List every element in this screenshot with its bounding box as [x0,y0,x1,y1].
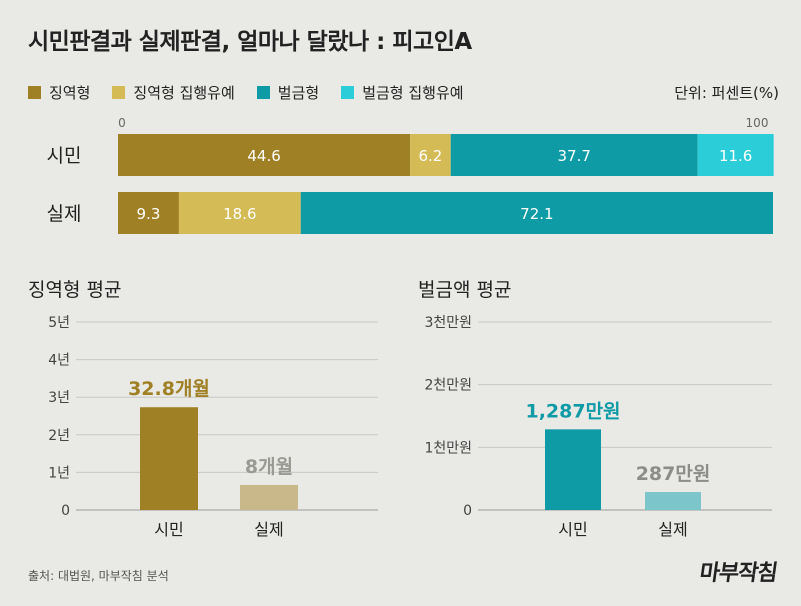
segment-value-label: 72.1 [520,205,553,223]
legend-label-prison: 징역형 [49,84,91,102]
x-tick-label: 0 [118,116,126,130]
segment-value-label: 44.6 [247,147,280,165]
legend-swatch-prison-suspended [112,86,126,99]
stacked-bar-segment [118,134,411,176]
y-tick-label: 0 [463,503,472,519]
brand-logo: 마부작침 [697,561,779,586]
stacked-bar-segment [178,192,301,234]
y-tick-label: 2천만원 [424,378,472,394]
segment-value-label: 9.3 [137,205,161,223]
segment-value-label: 6.2 [419,147,443,165]
bar [545,429,601,510]
unit-label: 단위: 퍼센트(%) [674,84,779,102]
legend-label-fine: 벌금형 [277,84,320,102]
legend-swatch-fine [256,86,270,99]
legend-label-fine-suspended: 벌금형 집행유예 [362,84,464,102]
y-tick-label: 3천만원 [424,315,472,331]
segment-value-label: 37.7 [558,147,591,165]
category-label: 실제 [47,203,82,225]
bar [140,407,198,510]
category-label: 시민 [47,145,82,167]
legend-item-fine: 벌금형 [256,82,320,103]
legend-swatch-prison [28,86,41,99]
bar-value-label: 32.8개월 [128,378,210,400]
stacked-bar-segment [410,134,451,176]
bar-value-label: 287만원 [636,463,711,485]
category-label: 시민 [558,520,587,539]
y-tick-label: 1천만원 [424,440,472,456]
bar [645,492,701,510]
y-tick-label: 0 [61,503,70,519]
y-tick-label: 5년 [48,315,70,331]
legend-item-prison-suspended: 징역형 집행유예 [112,82,235,103]
bar-value-label: 1,287만원 [525,400,620,422]
y-tick-label: 2년 [48,428,70,444]
legend: 징역형 징역형 집행유예 벌금형 벌금형 집행유예 [28,82,464,103]
category-label: 시민 [154,520,183,539]
stacked-bar-segment [450,134,698,176]
category-label: 실제 [254,520,283,539]
legend-item-prison: 징역형 [28,82,90,103]
y-tick-label: 4년 [48,353,70,369]
stacked-bar-segment [118,192,179,234]
bar-value-label: 8개월 [245,456,293,478]
category-label: 실제 [658,520,687,539]
source-note: 출처: 대법원, 마부작침 분석 [28,569,169,583]
panel-title: 벌금액 평균 [418,279,511,301]
bar [240,484,298,510]
x-tick-label: 100 [746,116,769,130]
legend-item-fine-suspended: 벌금형 집행유예 [341,82,464,103]
stacked-bar-segment [697,134,774,176]
panel-title: 징역형 평균 [28,279,121,301]
legend-label-prison-suspended: 징역형 집행유예 [133,84,235,102]
y-tick-label: 3년 [48,390,70,406]
y-tick-label: 1년 [48,465,70,481]
legend-swatch-fine-suspended [341,86,355,99]
segment-value-label: 11.6 [719,147,752,165]
stacked-bar-segment [300,192,773,234]
page-title: 시민판결과 실제판결, 얼마나 달랐나 : 피고인A [28,29,472,55]
segment-value-label: 18.6 [223,205,256,223]
